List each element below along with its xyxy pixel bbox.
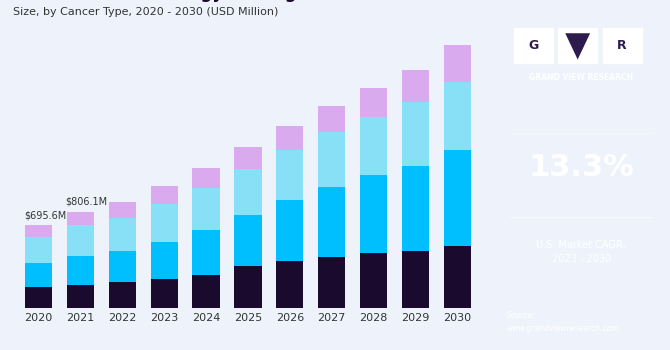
Bar — [151, 241, 178, 279]
Bar — [360, 117, 387, 175]
Text: 13.3%: 13.3% — [529, 154, 634, 182]
Bar — [444, 150, 471, 246]
Bar — [25, 263, 52, 287]
Text: $695.6M: $695.6M — [24, 210, 66, 220]
Bar — [234, 266, 261, 308]
Bar — [318, 257, 345, 308]
Bar — [444, 45, 471, 82]
Bar — [67, 256, 94, 285]
Bar — [444, 82, 471, 150]
Bar — [234, 215, 261, 266]
Bar — [318, 106, 345, 132]
Bar — [444, 246, 471, 308]
Bar — [402, 251, 429, 308]
Legend: Leukemia, Lymphoma, MPNs, Other Cancers: Leukemia, Lymphoma, MPNs, Other Cancers — [84, 347, 412, 350]
Bar — [234, 169, 261, 215]
FancyBboxPatch shape — [558, 28, 597, 63]
Text: U.S. Market CAGR,
2023 - 2030: U.S. Market CAGR, 2023 - 2030 — [536, 240, 626, 264]
Polygon shape — [565, 33, 590, 60]
Bar — [25, 225, 52, 237]
Bar — [318, 132, 345, 187]
Bar — [25, 237, 52, 263]
FancyBboxPatch shape — [514, 28, 553, 63]
Bar — [192, 168, 220, 188]
Bar — [151, 279, 178, 308]
Bar — [276, 150, 304, 200]
Bar — [402, 102, 429, 166]
Bar — [318, 187, 345, 257]
Bar — [67, 285, 94, 308]
Bar — [360, 88, 387, 117]
Bar — [192, 230, 220, 274]
Bar — [276, 261, 304, 308]
Bar — [402, 166, 429, 251]
FancyBboxPatch shape — [602, 28, 642, 63]
Bar — [25, 287, 52, 308]
Bar — [402, 70, 429, 102]
Bar — [67, 212, 94, 225]
Bar — [276, 200, 304, 261]
Bar — [109, 282, 136, 308]
Bar — [151, 204, 178, 241]
Text: G: G — [528, 39, 539, 52]
Bar — [192, 274, 220, 308]
Bar — [192, 188, 220, 230]
Bar — [67, 225, 94, 256]
Text: GRAND VIEW RESEARCH: GRAND VIEW RESEARCH — [529, 72, 633, 82]
Text: U.S. Hemato Oncology Testing Market: U.S. Hemato Oncology Testing Market — [13, 0, 368, 2]
Bar — [109, 218, 136, 251]
Bar — [109, 202, 136, 218]
Bar — [234, 147, 261, 169]
Text: Source:
www.grandviewresearch.com: Source: www.grandviewresearch.com — [507, 311, 619, 333]
Text: Size, by Cancer Type, 2020 - 2030 (USD Million): Size, by Cancer Type, 2020 - 2030 (USD M… — [13, 7, 279, 17]
Bar — [360, 175, 387, 253]
Text: R: R — [617, 39, 627, 52]
Bar — [360, 253, 387, 308]
Bar — [151, 186, 178, 204]
Text: $806.1M: $806.1M — [66, 197, 108, 207]
Bar — [109, 251, 136, 282]
Bar — [276, 126, 304, 150]
